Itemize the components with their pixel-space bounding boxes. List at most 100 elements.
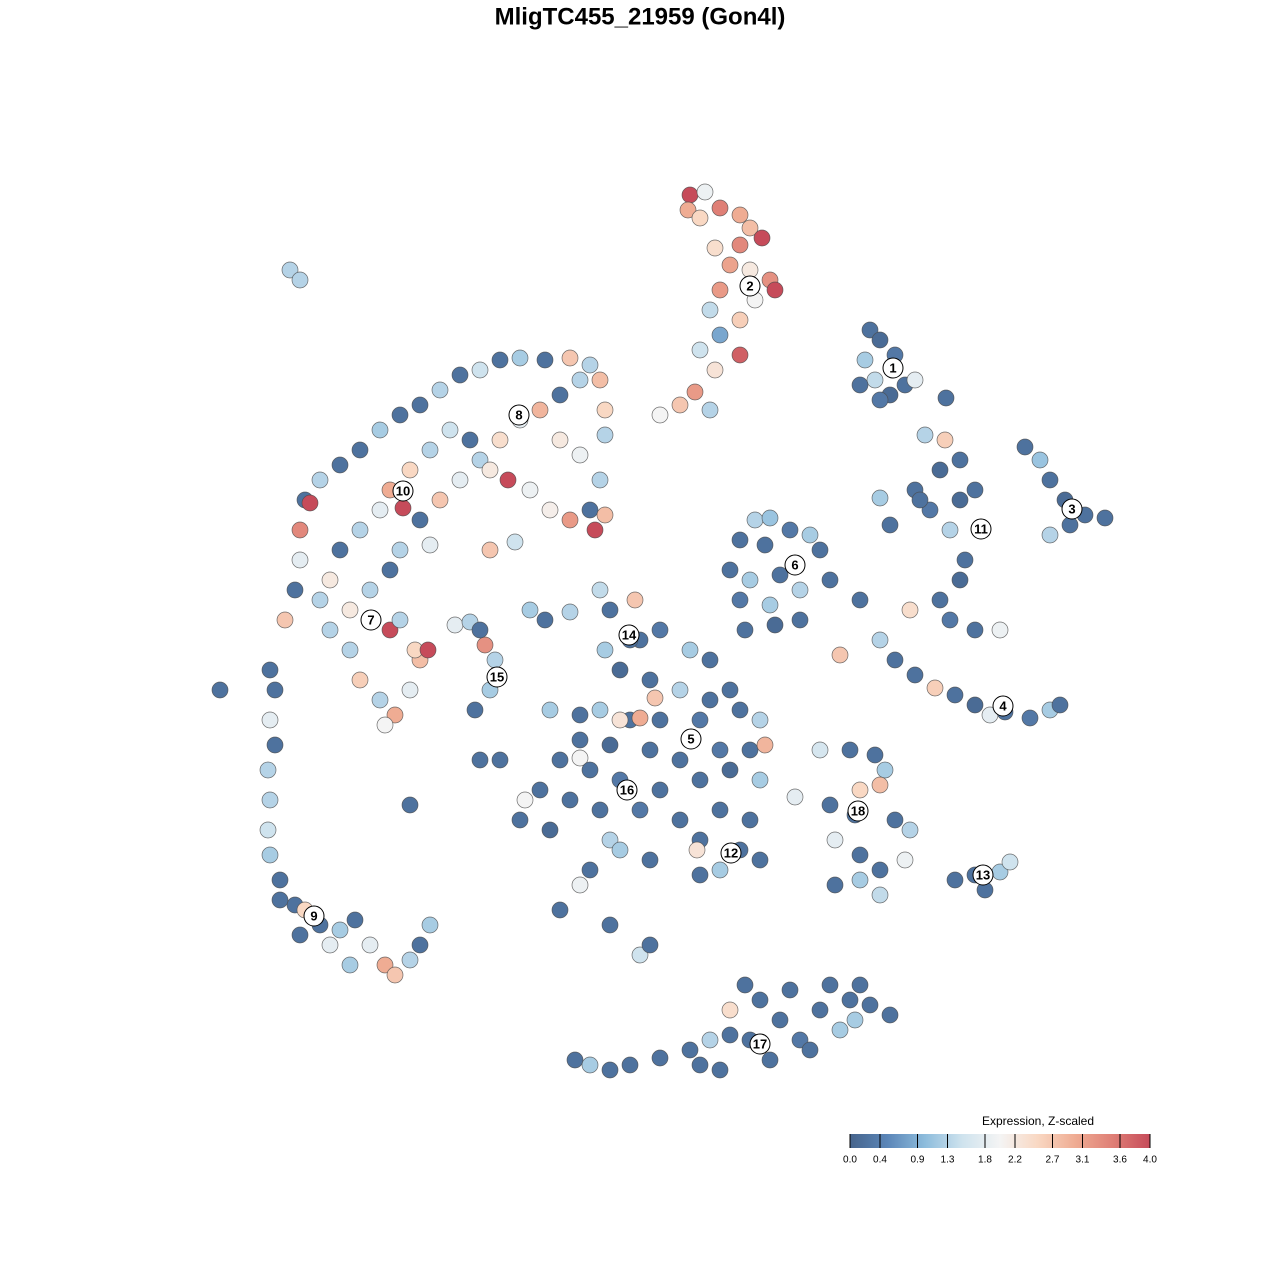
- cell-point: [551, 386, 569, 404]
- cluster-label: 1: [889, 360, 896, 375]
- cell-point: [851, 781, 869, 799]
- cell-point: [261, 661, 279, 679]
- cell-point: [376, 956, 394, 974]
- cell-point: [571, 706, 589, 724]
- cell-point: [951, 451, 969, 469]
- cell-point: [471, 361, 489, 379]
- cell-point: [331, 541, 349, 559]
- cell-point: [481, 461, 499, 479]
- cell-point: [631, 709, 649, 727]
- cell-point: [581, 761, 599, 779]
- cell-point: [261, 711, 279, 729]
- cell-point: [361, 581, 379, 599]
- cell-point: [321, 621, 339, 639]
- cell-point: [901, 821, 919, 839]
- cell-point: [851, 591, 869, 609]
- cell-point: [276, 611, 294, 629]
- cell-point: [751, 771, 769, 789]
- cell-point: [901, 601, 919, 619]
- cell-point: [571, 446, 589, 464]
- cell-point: [476, 636, 494, 654]
- cell-point: [681, 1041, 699, 1059]
- cluster-label-badge: [616, 779, 638, 801]
- cell-point: [721, 681, 739, 699]
- cell-point: [211, 681, 229, 699]
- cell-point: [641, 671, 659, 689]
- cell-point: [601, 736, 619, 754]
- cell-point: [691, 1056, 709, 1074]
- cluster-label-badge: [739, 275, 761, 297]
- cell-point: [861, 996, 879, 1014]
- cluster-label-badge: [970, 518, 992, 540]
- cell-point: [966, 481, 984, 499]
- cluster-label: 4: [999, 698, 1007, 713]
- cell-point: [386, 966, 404, 984]
- cell-point: [731, 206, 749, 224]
- cell-point: [906, 371, 924, 389]
- colorbar-tick-label: 2.7: [1046, 1155, 1060, 1166]
- cell-point: [881, 1006, 899, 1024]
- cluster-label-badge: [749, 1033, 771, 1055]
- cell-point: [491, 351, 509, 369]
- cell-point: [861, 321, 879, 339]
- cell-point: [711, 281, 729, 299]
- cell-point: [1041, 471, 1059, 489]
- cell-point: [691, 866, 709, 884]
- cell-point: [711, 861, 729, 879]
- cell-point: [688, 841, 706, 859]
- cell-point: [651, 711, 669, 729]
- colorbar-tick-label: 3.6: [1113, 1155, 1127, 1166]
- cell-point: [381, 621, 399, 639]
- cell-point: [596, 641, 614, 659]
- cell-point: [811, 1001, 829, 1019]
- cell-point: [266, 681, 284, 699]
- cell-point: [331, 456, 349, 474]
- cell-point: [481, 541, 499, 559]
- cell-point: [541, 821, 559, 839]
- cell-point: [966, 621, 984, 639]
- cell-point: [856, 351, 874, 369]
- colorbar-tick-label: 1.3: [941, 1155, 955, 1166]
- cell-point: [581, 1056, 599, 1074]
- cell-point: [771, 566, 789, 584]
- cell-point: [761, 1051, 779, 1069]
- cell-point: [731, 346, 749, 364]
- cell-point: [761, 509, 779, 527]
- cell-point: [341, 601, 359, 619]
- cluster-label: 10: [396, 483, 410, 498]
- cell-point: [491, 751, 509, 769]
- cell-point: [831, 646, 849, 664]
- cluster-label: 6: [791, 557, 798, 572]
- cell-point: [756, 736, 774, 754]
- cell-point: [741, 571, 759, 589]
- cell-point: [451, 366, 469, 384]
- cell-point: [711, 801, 729, 819]
- cell-point: [591, 371, 609, 389]
- cell-point: [651, 406, 669, 424]
- cell-point: [761, 596, 779, 614]
- cell-point: [641, 741, 659, 759]
- cell-point: [261, 846, 279, 864]
- cell-point: [371, 421, 389, 439]
- colorbar-tick-label: 4.0: [1143, 1155, 1157, 1166]
- cell-point: [731, 236, 749, 254]
- colorbar-tick-label: 2.2: [1008, 1155, 1022, 1166]
- cell-point: [361, 936, 379, 954]
- cluster-label-badge: [784, 554, 806, 576]
- cell-point: [751, 711, 769, 729]
- cell-point: [921, 501, 939, 519]
- cell-point: [866, 371, 884, 389]
- cluster-label: 12: [724, 845, 738, 860]
- cell-point: [259, 761, 277, 779]
- cluster-label: 18: [851, 803, 865, 818]
- cell-point: [419, 641, 437, 659]
- cell-point: [826, 876, 844, 894]
- cell-point: [401, 681, 419, 699]
- cell-point: [446, 616, 464, 634]
- cell-point: [466, 701, 484, 719]
- cluster-label: 8: [515, 407, 522, 422]
- cluster-label: 13: [976, 867, 990, 882]
- cell-point: [421, 441, 439, 459]
- cell-point: [541, 701, 559, 719]
